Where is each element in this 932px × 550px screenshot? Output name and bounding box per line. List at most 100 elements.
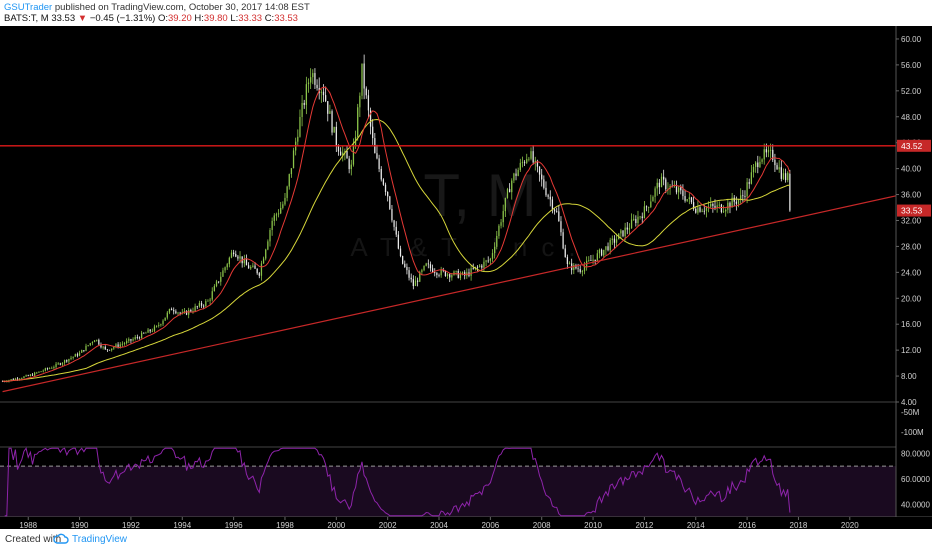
candle-body — [701, 210, 703, 212]
candle-body — [750, 172, 753, 184]
candle-body — [34, 372, 36, 376]
candle-body — [451, 275, 453, 278]
candle-body — [205, 301, 207, 306]
rsi-pane[interactable] — [0, 447, 896, 518]
candle-body — [588, 260, 590, 261]
candle-body — [731, 197, 733, 208]
footer: Created with TradingView — [0, 529, 932, 550]
volume-tick-label: -50M — [901, 408, 920, 417]
candle-body — [744, 196, 746, 197]
candle-body — [479, 265, 481, 267]
high-value: 39.80 — [203, 13, 228, 24]
candle-body — [153, 326, 156, 331]
candle-body — [440, 269, 442, 276]
candle-body — [656, 182, 658, 189]
candle-body — [654, 188, 656, 197]
candle-body — [72, 356, 74, 358]
rsi-tick-label: 60.0000 — [901, 475, 930, 484]
low-value: 33.33 — [238, 13, 263, 24]
candle-body — [491, 253, 494, 259]
candle-body — [630, 219, 633, 229]
candle-body — [36, 372, 38, 374]
candle-body — [230, 252, 233, 258]
candle-body — [365, 88, 367, 96]
candle-body — [705, 207, 708, 211]
candle-body — [635, 219, 637, 224]
candle-body — [314, 73, 316, 85]
candle-body — [712, 203, 714, 206]
candle-body — [755, 162, 757, 167]
candle-body — [352, 146, 355, 165]
candle-body — [532, 151, 534, 163]
candle-body — [547, 195, 549, 197]
candle-body — [155, 325, 158, 327]
time-axis-bg — [0, 517, 932, 529]
candle-body — [444, 270, 447, 277]
candle-body — [85, 345, 87, 351]
candle-body — [111, 348, 113, 351]
candle-body — [697, 207, 699, 213]
candle-body — [324, 95, 327, 102]
price-tick-label: 8.00 — [901, 372, 917, 381]
candle-body — [198, 303, 201, 307]
candle-body — [609, 239, 611, 251]
tradingview-link[interactable]: TradingView — [72, 534, 128, 545]
candle-body — [123, 343, 126, 344]
support-trendline[interactable] — [2, 195, 897, 393]
candle-body — [59, 363, 61, 365]
candle-body — [19, 378, 21, 380]
candle-body — [12, 379, 14, 380]
candle-body — [369, 110, 372, 127]
candle-body — [624, 227, 626, 237]
candle-body — [461, 272, 464, 275]
candle-body — [16, 378, 19, 380]
time-tick-label: 1996 — [225, 521, 243, 529]
candle-body — [170, 308, 173, 311]
candle-body — [410, 277, 412, 280]
candle-body — [519, 162, 521, 170]
candle-body — [453, 271, 455, 276]
candle-body — [42, 370, 44, 372]
published-text: published on TradingView.com, October 30… — [54, 2, 310, 13]
candle-body — [707, 206, 710, 208]
candle-body — [23, 376, 25, 379]
candle-body — [628, 228, 631, 230]
candle-body — [483, 261, 485, 268]
author-link[interactable]: GSUTrader — [4, 2, 53, 13]
candle-body — [81, 350, 83, 353]
candle-body — [626, 227, 628, 230]
rsi-axis: 80.0000 60.0000 40.0000 — [901, 449, 930, 509]
candle-body — [765, 149, 767, 153]
last-price-label: 33.53 — [897, 204, 931, 217]
candle-body — [575, 264, 577, 269]
time-tick-label: 1990 — [71, 521, 89, 529]
watermark-name: AT&T Inc. — [350, 232, 589, 262]
candle-body — [267, 241, 269, 250]
candle-body — [496, 235, 498, 247]
candle-body — [581, 271, 583, 273]
candle-body — [224, 267, 226, 271]
candle-body — [312, 73, 314, 78]
candle-body — [562, 232, 564, 249]
candle-body — [502, 211, 504, 223]
time-tick-label: 2020 — [841, 521, 859, 529]
candle-body — [528, 158, 530, 160]
candle-body — [558, 211, 560, 222]
time-tick-label: 2010 — [584, 521, 602, 529]
resistance-price-label: 43.52 — [897, 139, 931, 152]
time-tick-label: 2004 — [430, 521, 448, 529]
candle-body — [740, 195, 742, 200]
chart-canvas[interactable]: T, M AT&T Inc. 4.00 8.00 12.00 16.00 20.00 24… — [0, 26, 932, 529]
time-axis[interactable]: 1988 1990 1992 1994 1996 1998 2000 2002 2004 2006… — [0, 517, 932, 529]
candle-body — [592, 259, 594, 261]
candle-body — [89, 343, 91, 346]
candle-body — [402, 255, 404, 264]
candle-body — [431, 268, 434, 273]
candle-body — [117, 344, 119, 347]
candle-body — [778, 167, 780, 170]
candle-body — [299, 116, 301, 137]
candle-body — [149, 329, 151, 332]
candle-body — [380, 169, 382, 180]
candle-body — [286, 186, 288, 198]
candle-body — [695, 208, 697, 213]
